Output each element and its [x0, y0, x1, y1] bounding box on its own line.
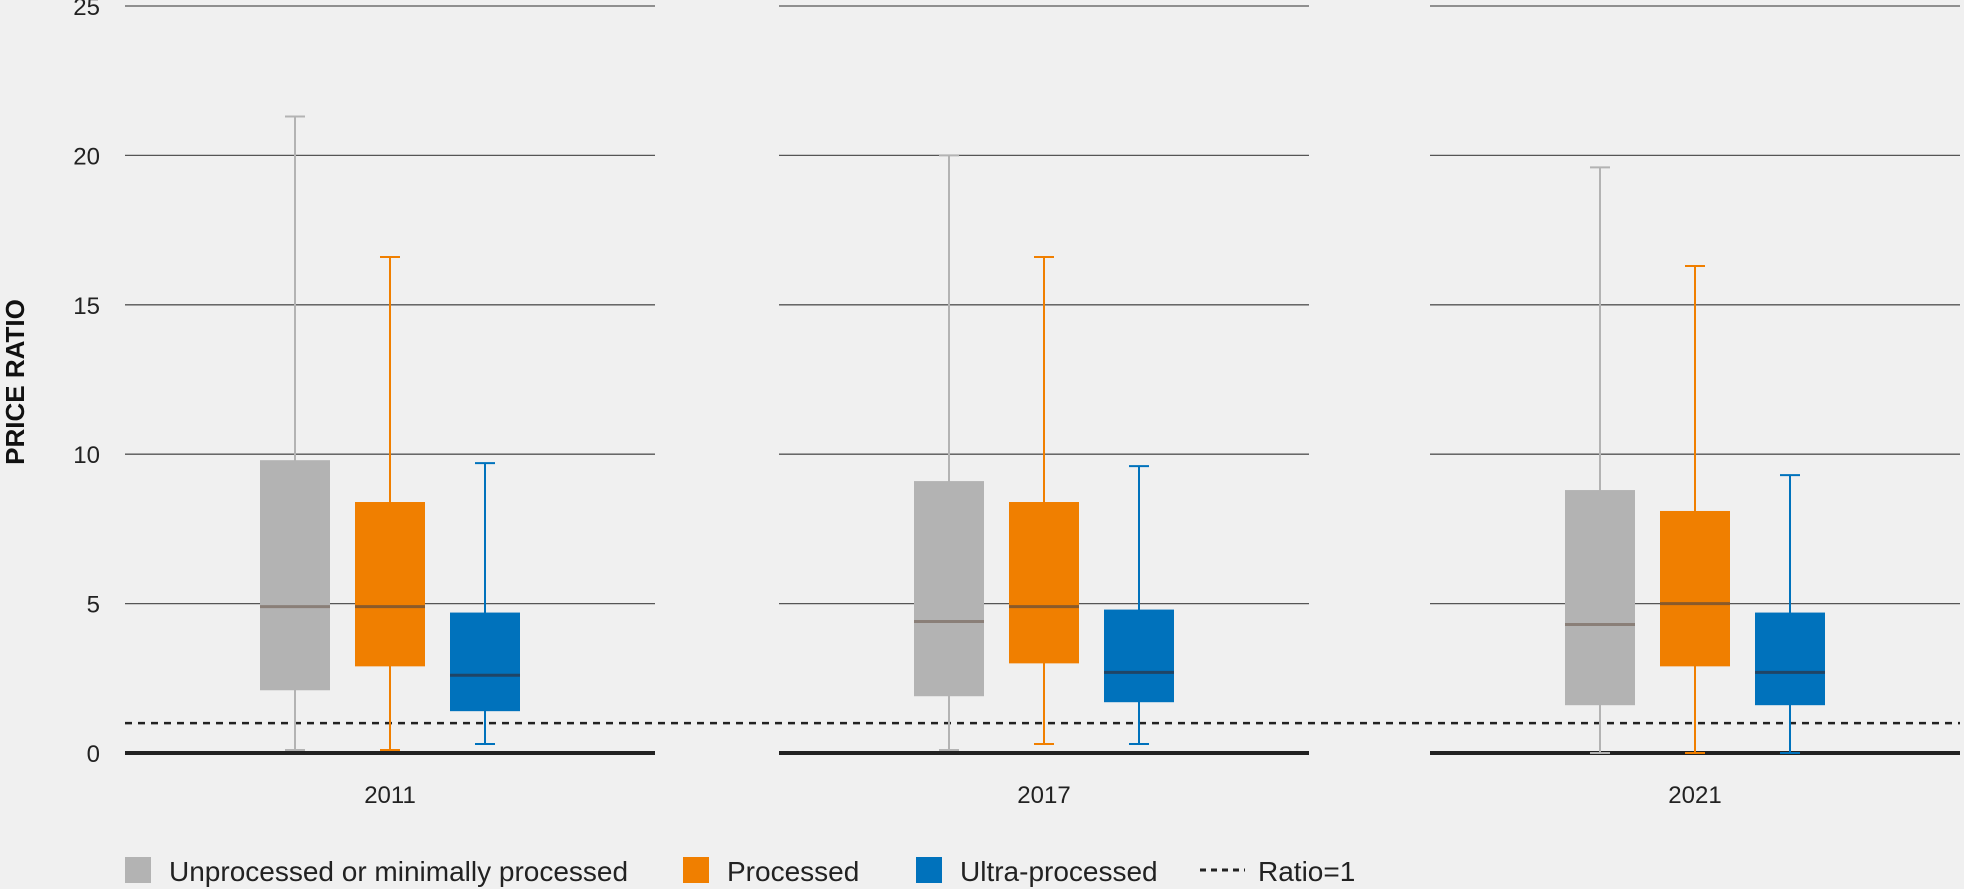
x-tick-label: 2021 — [1668, 782, 1721, 809]
legend-swatch — [125, 857, 151, 883]
box — [450, 612, 520, 712]
box-2011 — [355, 255, 425, 752]
box-2011 — [450, 462, 520, 746]
y-tick-label: 10 — [73, 442, 100, 469]
box — [1660, 510, 1730, 667]
box — [914, 481, 984, 697]
x-axis-labels: 2011 2017 2021 — [364, 782, 1722, 809]
box-2021 — [1660, 264, 1730, 754]
y-tick-label: 0 — [87, 741, 100, 768]
legend-swatch — [916, 857, 942, 883]
y-axis-ticks: 0 5 10 15 20 25 — [73, 0, 100, 768]
legend: Unprocessed or minimally processed Proces… — [125, 856, 1355, 887]
box — [1755, 612, 1825, 706]
box-2011 — [260, 115, 330, 752]
box-2021 — [1565, 166, 1635, 754]
box — [260, 460, 330, 691]
y-tick-label: 25 — [73, 0, 100, 21]
legend-swatch — [683, 857, 709, 883]
box-2021 — [1755, 474, 1825, 754]
box-2017 — [1104, 465, 1174, 746]
box — [1009, 502, 1079, 664]
y-axis-title: PRICE RATIO — [0, 299, 30, 465]
box-2017 — [1009, 255, 1079, 746]
boxes — [260, 115, 1825, 754]
y-tick-label: 5 — [87, 592, 100, 619]
y-tick-label: 20 — [73, 143, 100, 170]
y-tick-label: 15 — [73, 293, 100, 320]
legend-label: Ultra-processed — [960, 856, 1158, 887]
box — [355, 502, 425, 667]
box-2017 — [914, 154, 984, 752]
box — [1104, 609, 1174, 703]
x-tick-label: 2011 — [364, 782, 416, 809]
legend-label: Unprocessed or minimally processed — [169, 856, 628, 887]
legend-label: Ratio=1 — [1258, 856, 1355, 887]
legend-label: Processed — [727, 856, 859, 887]
x-tick-label: 2017 — [1017, 782, 1070, 809]
box — [1565, 490, 1635, 706]
gridlines — [125, 5, 1960, 755]
